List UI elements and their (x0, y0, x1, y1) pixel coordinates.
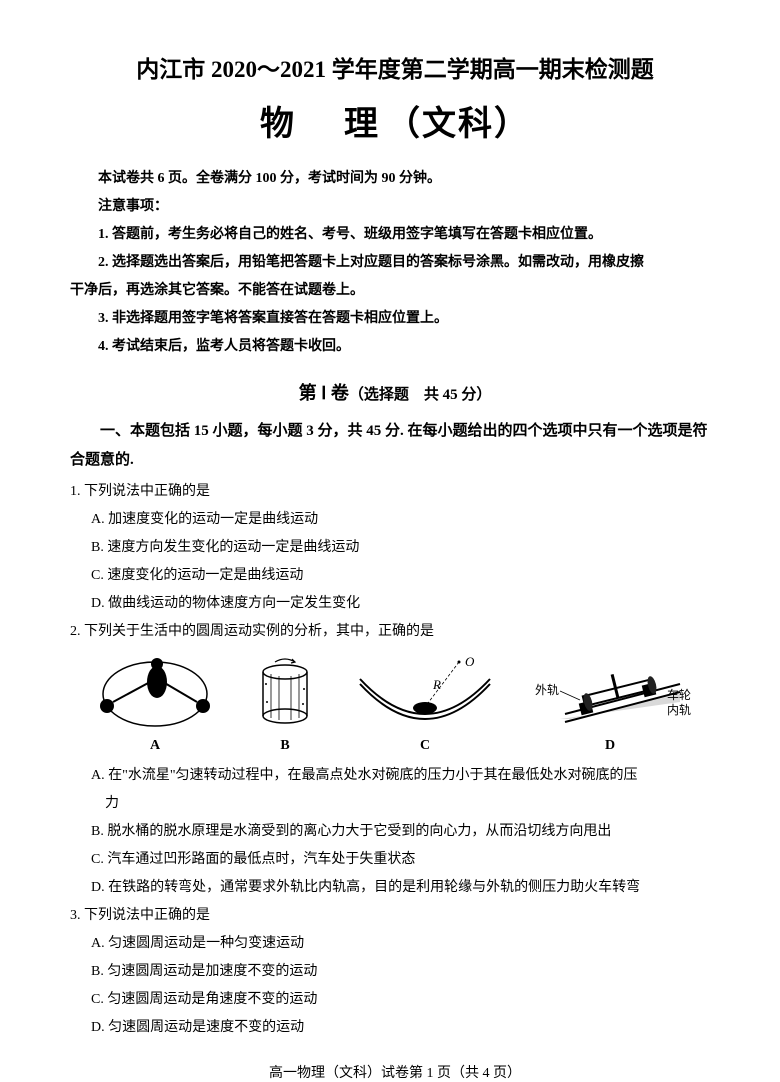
q1-option-d: D. 做曲线运动的物体速度方向一定发生变化 (70, 590, 720, 618)
section-subtitle: （选择题 共 45 分） (349, 387, 492, 403)
subject-title: 物 理（文科） (70, 96, 720, 145)
notice-1: 1. 答题前，考生务必将自己的姓名、考号、班级用签字笔填写在答题卡相应位置。 (70, 221, 720, 249)
q2-option-d: D. 在铁路的转弯处，通常要求外轨比内轨高，目的是利用轮缘与外轨的侧压力助火车转… (70, 874, 720, 902)
part-instruction: 一、本题包括 15 小题，每小题 3 分，共 45 分. 在每小题给出的四个选项… (70, 417, 720, 474)
q2-option-c: C. 汽车通过凹形路面的最低点时，汽车处于失重状态 (70, 846, 720, 874)
figure-b-label: B (280, 738, 289, 754)
subject-category: （文科） (386, 106, 530, 143)
subject-name: 物 理 (260, 106, 386, 143)
figure-a-label: A (150, 738, 160, 754)
notice-2-cont: 干净后，再选涂其它答案。不能答在试题卷上。 (70, 277, 720, 305)
q1-option-c: C. 速度变化的运动一定是曲线运动 (70, 562, 720, 590)
concave-road-icon: O R (355, 654, 495, 734)
page-footer: 高一物理（文科）试卷第 1 页（共 4 页） (70, 1062, 720, 1082)
label-r: R (432, 677, 441, 692)
q3-option-c: C. 匀速圆周运动是角速度不变的运动 (70, 986, 720, 1014)
q2-figures: A B O R C (70, 654, 720, 754)
exam-title: 内江市 2020～2021 学年度第二学期高一期末检测题 (70, 50, 720, 84)
section-num: 第 Ⅰ 卷 (299, 383, 349, 403)
figure-d-label: D (605, 738, 615, 754)
label-outer-rail: 外轨 (535, 683, 559, 697)
label-inner-rail: 内轨 (667, 703, 691, 717)
notice-2: 2. 选择题选出答案后，用铅笔把答题卡上对应题目的答案标号涂黑。如需改动，用橡皮… (70, 249, 720, 277)
q1-option-a: A. 加速度变化的运动一定是曲线运动 (70, 506, 720, 534)
q3-option-b: B. 匀速圆周运动是加速度不变的运动 (70, 958, 720, 986)
q3-option-d: D. 匀速圆周运动是速度不变的运动 (70, 1014, 720, 1042)
q2-option-b: B. 脱水桶的脱水原理是水滴受到的离心力大于它受到的向心力，从而沿切线方向甩出 (70, 818, 720, 846)
notice-4: 4. 考试结束后，监考人员将答题卡收回。 (70, 333, 720, 361)
label-o: O (465, 654, 475, 669)
q3-option-a: A. 匀速圆周运动是一种匀变速运动 (70, 930, 720, 958)
rail-track-icon: 外轨 车轮 内轨 (525, 654, 695, 734)
notice-heading: 注意事项： (70, 193, 720, 221)
q2-option-a: A. 在"水流星"匀速转动过程中，在最高点处水对碗底的压力小于其在最低处水对碗底… (70, 762, 720, 790)
section-title: 第 Ⅰ 卷（选择题 共 45 分） (70, 379, 720, 405)
figure-c-label: C (420, 738, 430, 754)
figure-d: 外轨 车轮 内轨 D (525, 654, 695, 754)
pages-info: 本试卷共 6 页。全卷满分 100 分，考试时间为 90 分钟。 (70, 165, 720, 193)
q2-stem: 2. 下列关于生活中的圆周运动实例的分析，其中，正确的是 (70, 618, 720, 646)
figure-c: O R C (355, 654, 495, 754)
spin-dryer-icon (245, 654, 325, 734)
q2-option-a-cont: 力 (70, 790, 720, 818)
q1-option-b: B. 速度方向发生变化的运动一定是曲线运动 (70, 534, 720, 562)
notice-3: 3. 非选择题用签字笔将答案直接答在答题卡相应位置上。 (70, 305, 720, 333)
figure-a: A (95, 654, 215, 754)
q3-stem: 3. 下列说法中正确的是 (70, 902, 720, 930)
water-star-icon (95, 654, 215, 734)
q1-stem: 1. 下列说法中正确的是 (70, 478, 720, 506)
figure-b: B (245, 654, 325, 754)
